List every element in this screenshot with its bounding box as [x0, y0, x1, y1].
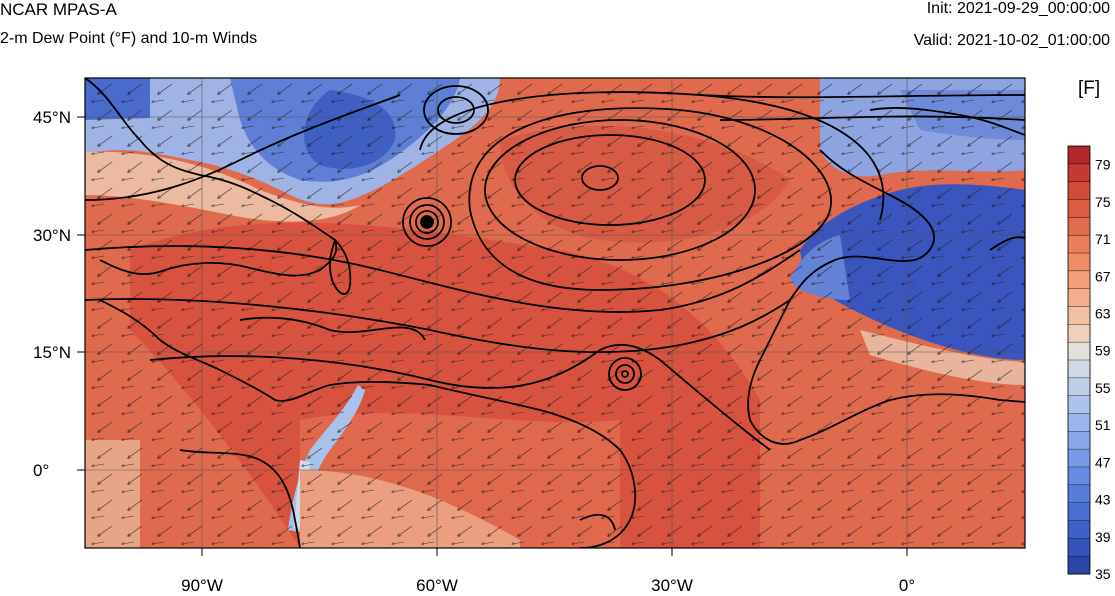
colorbar-label: 71: [1095, 231, 1111, 247]
lon-label-60w: 60°W: [416, 576, 458, 595]
colorbar-swatch: [1068, 324, 1090, 343]
colorbar-swatch: [1068, 181, 1090, 200]
colorbar-swatch: [1068, 235, 1090, 254]
colorbar-swatch: [1068, 502, 1090, 521]
lon-label-90w: 90°W: [181, 576, 223, 595]
colorbar-label: 43: [1095, 492, 1111, 508]
colorbar-label: 79: [1095, 157, 1111, 173]
lat-label-15n: 15°N: [33, 343, 71, 362]
pressure-contours: [85, 85, 1025, 451]
lat-label-30n: 30°N: [33, 226, 71, 245]
colorbar-swatch: [1068, 146, 1090, 165]
valid-time: Valid: 2021-10-02_01:00:00: [913, 32, 1110, 49]
colorbar-swatch: [1068, 342, 1090, 361]
colorbar-swatch: [1068, 467, 1090, 486]
lon-label-30w: 30°W: [651, 576, 693, 595]
coastlines: [85, 78, 1025, 548]
wind-vectors: [85, 78, 1025, 548]
colorbar-swatch: [1068, 199, 1090, 218]
colorbar-swatch: [1068, 538, 1090, 557]
colorbar-label: 35: [1095, 566, 1111, 582]
colorbar-label: 47: [1095, 454, 1111, 470]
colorbar-swatch: [1068, 484, 1090, 504]
lat-label-0: 0°: [33, 461, 49, 480]
colorbar-label: 75: [1095, 194, 1111, 210]
colorbar-swatch: [1068, 253, 1090, 272]
init-time: Init: 2021-09-29_00:00:00: [926, 0, 1110, 17]
colorbar-label: 51: [1095, 417, 1111, 433]
colorbar-label: 59: [1095, 343, 1111, 359]
colorbar-swatch: [1068, 360, 1090, 379]
field-title: 2-m Dew Point (°F) and 10-m Winds: [0, 30, 258, 47]
lat-label-45n: 45°N: [33, 108, 71, 127]
colorbar-swatch: [1068, 306, 1090, 325]
colorbar-swatch: [1068, 270, 1090, 290]
colorbar: 79 75 71 67 63 59 55 51 47 43 39 35: [1067, 145, 1111, 582]
axis-ticks: [77, 116, 908, 556]
colorbar-swatch: [1068, 449, 1090, 468]
colorbar-swatch: [1068, 217, 1090, 236]
colorbar-label: 55: [1095, 380, 1111, 396]
colorbar-swatch: [1068, 556, 1090, 575]
colorbar-swatch: [1068, 431, 1090, 450]
colorbar-label: 39: [1095, 529, 1111, 545]
colorbar-swatch: [1068, 163, 1090, 183]
colorbar-swatch: [1068, 395, 1090, 414]
colorbar-label: 63: [1095, 305, 1111, 321]
colorbar-swatch: [1068, 288, 1090, 307]
graticule: [85, 78, 1025, 548]
map-frame: [84, 77, 1026, 549]
lon-label-0: 0°: [899, 576, 915, 595]
colorbar-swatch: [1068, 413, 1090, 432]
colorbar-swatch: [1068, 520, 1090, 539]
colorbar-units: [F]: [1078, 78, 1101, 99]
model-title: NCAR MPAS-A: [0, 0, 117, 19]
colorbar-label: 67: [1095, 268, 1111, 284]
colorbar-swatch: [1068, 377, 1090, 397]
